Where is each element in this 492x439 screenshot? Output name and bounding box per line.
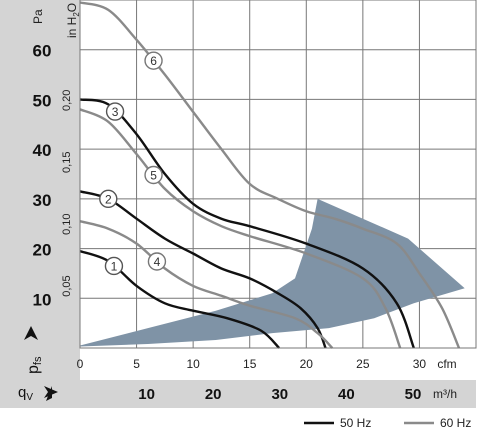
y-unit-inh2o-main: in H [65, 17, 79, 38]
cfm-tick-label: 15 [243, 357, 257, 371]
curve-3 [79, 98, 415, 349]
curve-marker-label-4: 4 [154, 255, 161, 269]
y-axis-band [0, 0, 80, 380]
y-axis-label: pfs [24, 326, 44, 374]
legend-label-50hz: 50 Hz [340, 416, 371, 430]
plot-border [79, 0, 477, 349]
curve-4 [79, 220, 334, 349]
curve-marker-4 [147, 252, 167, 271]
legend: 50 Hz 60 Hz [304, 416, 471, 430]
curve-marker-6 [144, 51, 163, 70]
curve-markers: 1 2 3 4 5 6 [99, 51, 167, 276]
cfm-tick-label: 0 [77, 357, 84, 371]
inh2o-tick-label: 0,20 [61, 90, 73, 111]
inh2o-tick-label: 0,15 [61, 152, 73, 173]
curve-marker-2 [99, 189, 118, 209]
y-unit-inh2o: in H2O [65, 3, 81, 38]
y-unit-pa: Pa [31, 9, 45, 24]
cfm-tick-label: 20 [300, 357, 314, 371]
y-unit-inh2o-sub: 2 [72, 12, 81, 17]
operating-region [80, 198, 465, 347]
y-unit-inh2o-tail: O [65, 3, 79, 12]
curve-marker-label-1: 1 [111, 259, 118, 273]
m3h-tick-label: 20 [205, 386, 222, 403]
y-axis-arrow-icon [24, 326, 38, 340]
pa-tick-label: 30 [33, 191, 52, 210]
m3h-tick-labels: 10 20 30 40 50 [138, 386, 421, 403]
curve-marker-3 [105, 102, 125, 121]
pa-tick-label: 40 [33, 141, 52, 160]
cfm-tick-label: 5 [133, 357, 140, 371]
pa-tick-label: 20 [33, 241, 52, 260]
x-unit-m3h: m³/h [433, 387, 457, 401]
x-axis-band [0, 380, 476, 408]
curve-marker-1 [104, 256, 124, 276]
cfm-tick-labels: 0 5 10 15 20 25 30 cfm [77, 357, 457, 371]
curve-marker-label-3: 3 [112, 105, 119, 119]
cfm-tick-label: 10 [186, 357, 200, 371]
curve-marker-label-6: 6 [150, 54, 157, 68]
curve-5 [79, 108, 402, 349]
inh2o-tick-label: 0,10 [61, 213, 73, 234]
m3h-tick-label: 30 [271, 386, 288, 403]
x-axis-arrow-icon [44, 386, 58, 401]
m3h-tick-label: 10 [138, 386, 155, 403]
x-axis-label-sub: V [26, 392, 33, 403]
m3h-tick-label: 50 [405, 386, 422, 403]
m3h-tick-label: 40 [338, 386, 355, 403]
x-axis-label-main: q [18, 384, 26, 401]
pa-tick-labels: 10 20 30 40 50 60 [33, 42, 52, 310]
svg-text:pfs: pfs [25, 356, 44, 374]
curve-6 [79, 1, 461, 349]
cfm-tick-label: cfm [437, 357, 456, 371]
curve-marker-label-5: 5 [150, 168, 157, 182]
inh2o-tick-labels: 0,05 0,10 0,15 0,20 [61, 90, 73, 297]
svg-text:qV: qV [18, 384, 33, 403]
pa-tick-label: 60 [33, 42, 52, 61]
cfm-tick-label: 30 [413, 357, 427, 371]
legend-label-60hz: 60 Hz [440, 416, 471, 430]
curve-marker-label-2: 2 [105, 192, 112, 206]
cfm-tick-label: 25 [356, 357, 370, 371]
pa-tick-label: 50 [33, 91, 52, 110]
y-axis-label-sub: fs [32, 356, 44, 365]
curve-2 [79, 190, 327, 349]
x-axis-label: qV [18, 384, 58, 403]
y-axis-label-main: p [25, 365, 42, 374]
inh2o-tick-label: 0,05 [61, 275, 73, 296]
pa-tick-label: 10 [33, 290, 52, 309]
curve-marker-5 [144, 165, 163, 185]
